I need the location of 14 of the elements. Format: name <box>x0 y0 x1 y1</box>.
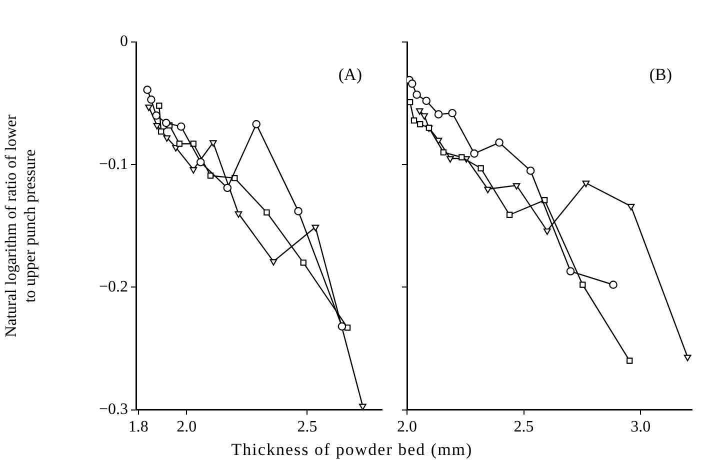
y-tick-label: 0 <box>120 33 128 50</box>
x-tick-label: 2.0 <box>176 418 197 436</box>
annotation: (A) <box>338 64 362 84</box>
x-tick-label: 3.0 <box>630 418 651 436</box>
x-axis-title: Thickness of powder bed (mm) <box>230 440 474 460</box>
y-tick-label: −0.1 <box>98 156 128 173</box>
annotation: (B) <box>649 64 672 84</box>
x-tick-label: 2.0 <box>397 418 417 436</box>
y-tick-label: −0.2 <box>98 278 128 296</box>
y-axis-title: Natural logarithm of ratio of lower to upper punch pressure <box>2 114 40 338</box>
x-tick-label: 1.8 <box>128 418 148 436</box>
y-tick-label: −0.3 <box>98 401 128 418</box>
x-tick-label: 2.5 <box>297 418 318 436</box>
x-tick-label: 2.5 <box>514 418 534 436</box>
